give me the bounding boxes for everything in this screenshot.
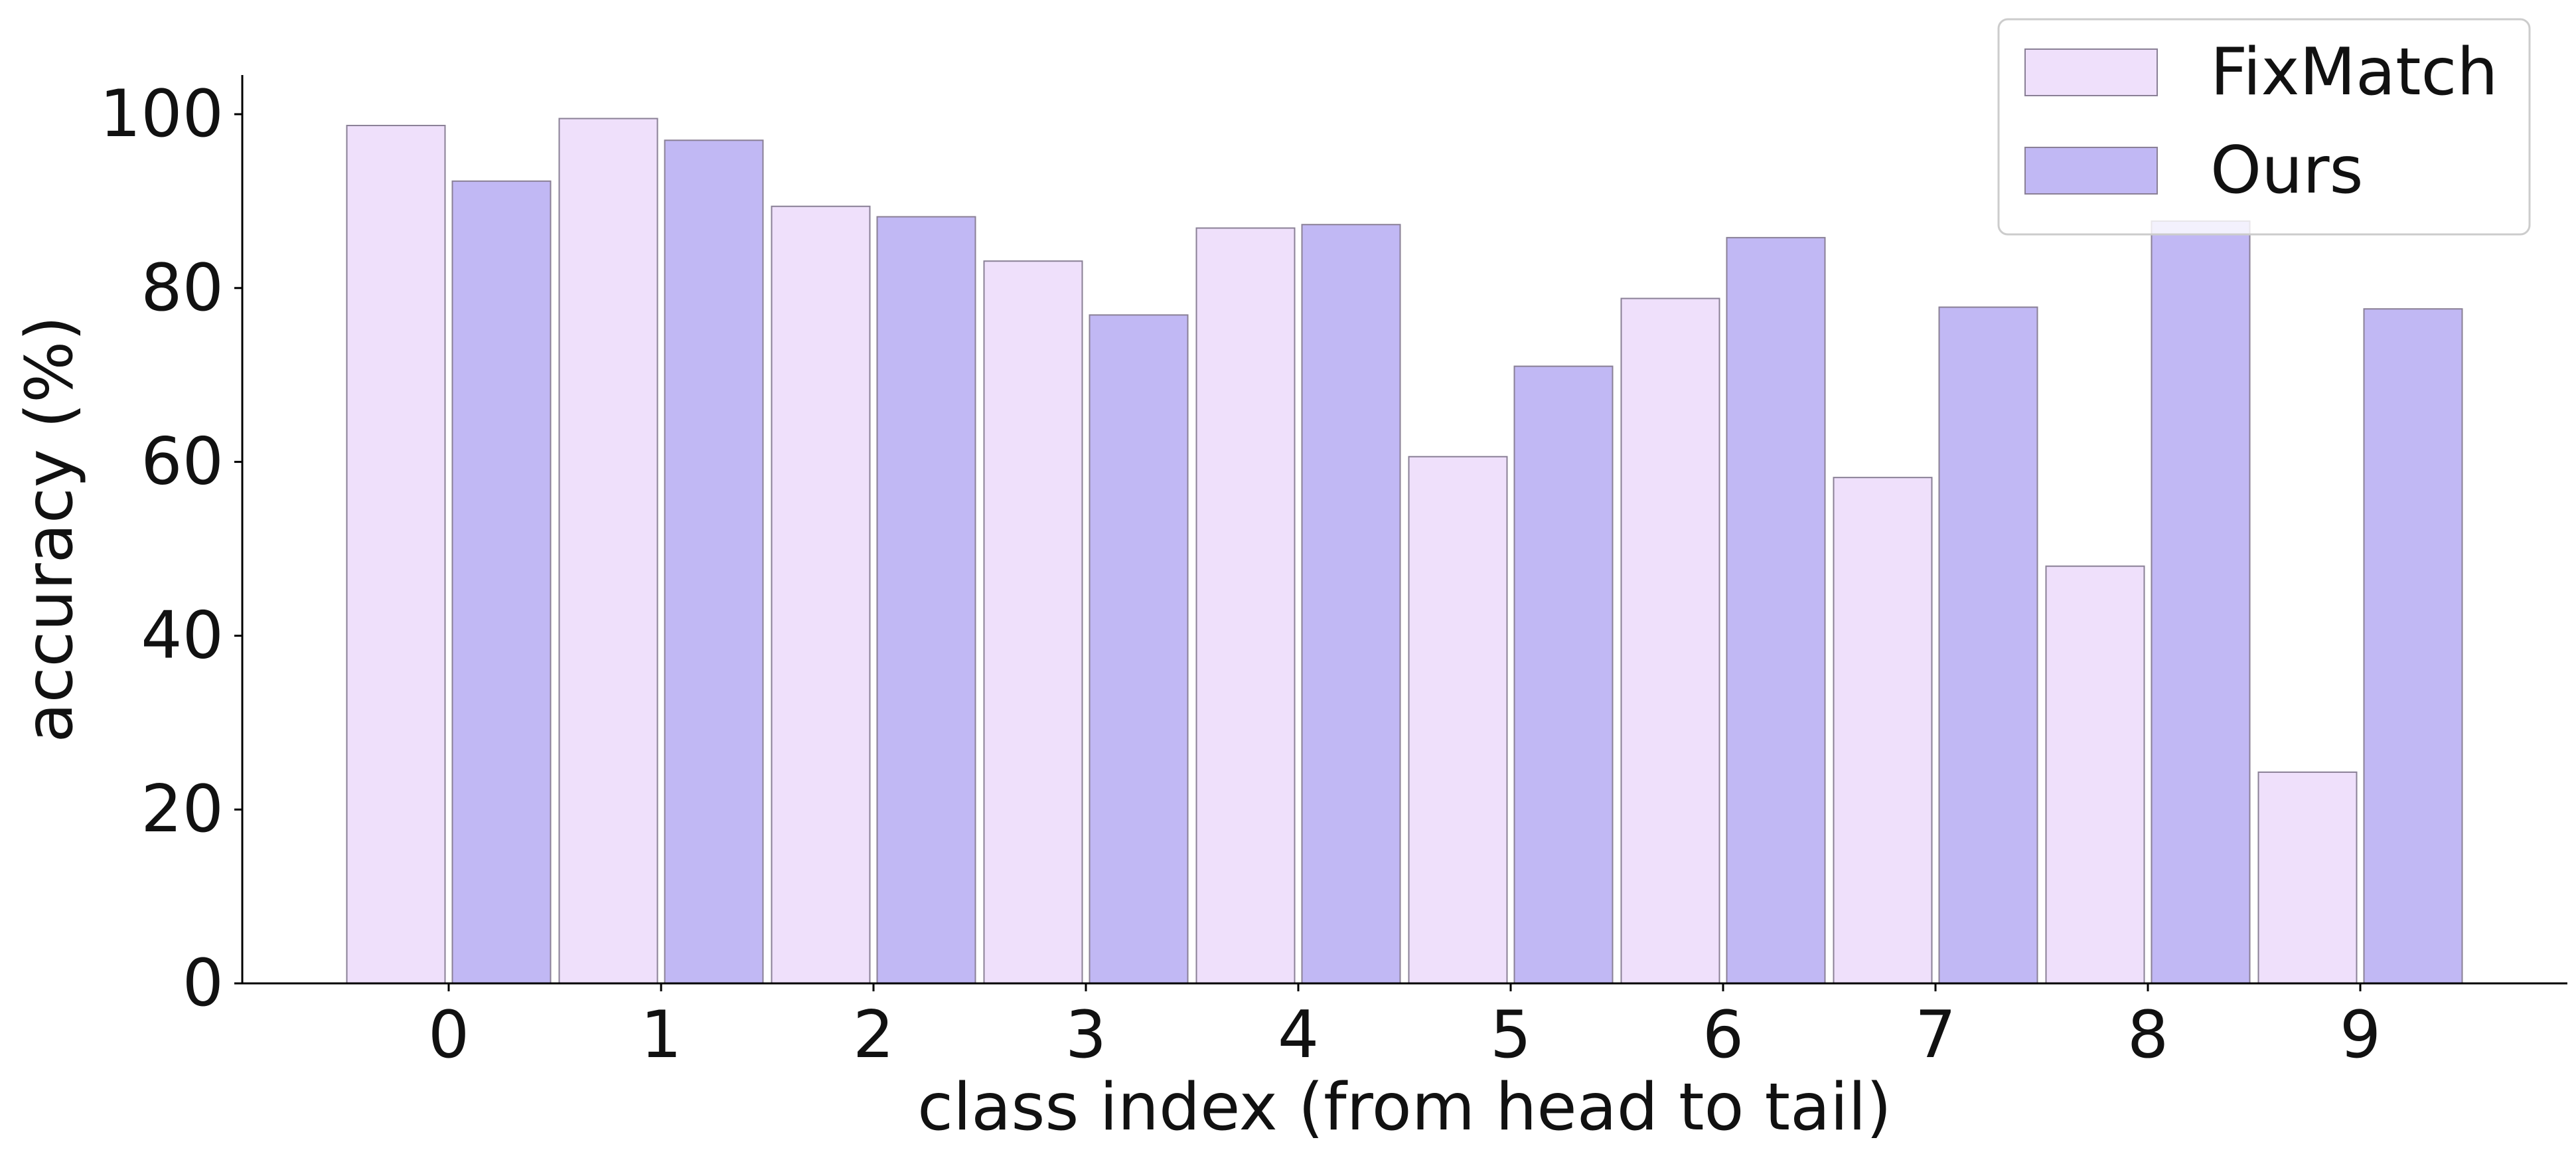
x-tick-label-2: 2 <box>853 997 894 1073</box>
x-tick-label-6: 6 <box>1703 997 1744 1073</box>
bar-fixmatch-class-3 <box>983 260 1083 985</box>
y-tick-label-40: 40 <box>141 598 224 673</box>
legend-swatch-fixmatch <box>2024 48 2158 96</box>
bar-fixmatch-class-2 <box>771 205 871 984</box>
bar-ours-class-5 <box>1513 365 1614 984</box>
bar-ours-class-6 <box>1726 236 1826 984</box>
bar-fixmatch-class-1 <box>558 118 658 984</box>
bars-group <box>346 118 2463 985</box>
y-tick-label-20: 20 <box>141 772 224 847</box>
legend-label-fixmatch: FixMatch <box>2210 35 2498 110</box>
legend-label-ours: Ours <box>2210 133 2364 208</box>
bar-fixmatch-class-4 <box>1195 227 1296 984</box>
bar-fixmatch-class-9 <box>2257 771 2358 984</box>
bar-fixmatch-class-8 <box>2045 565 2145 984</box>
bar-fixmatch-class-7 <box>1833 477 1933 984</box>
y-tick-label-100: 100 <box>100 76 224 152</box>
y-ticks-group: 0 20 40 60 80 100 <box>100 76 242 1021</box>
bar-ours-class-1 <box>664 139 764 984</box>
x-axis-label: class index (from head to tail) <box>917 1070 1892 1145</box>
bar-ours-class-4 <box>1301 224 1401 984</box>
bar-ours-class-8 <box>2151 220 2251 985</box>
x-tick-label-7: 7 <box>1915 997 1956 1073</box>
bar-fixmatch-class-6 <box>1620 297 1720 984</box>
bar-ours-class-0 <box>451 180 552 985</box>
y-tick-label-0: 0 <box>183 946 224 1021</box>
x-tick-label-9: 9 <box>2340 997 2381 1073</box>
bar-fixmatch-class-0 <box>346 125 446 985</box>
y-axis-label: accuracy (%) <box>12 316 88 743</box>
bar-ours-class-2 <box>876 216 976 984</box>
x-tick-label-0: 0 <box>428 997 469 1073</box>
x-tick-label-5: 5 <box>1490 997 1531 1073</box>
x-tick-label-3: 3 <box>1065 997 1106 1073</box>
x-tick-label-8: 8 <box>2127 997 2168 1073</box>
y-tick-label-80: 80 <box>141 250 224 326</box>
legend: FixMatch Ours <box>1997 18 2531 236</box>
y-tick-label-60: 60 <box>141 424 224 500</box>
x-tick-label-1: 1 <box>641 997 682 1073</box>
legend-swatch-ours <box>2024 147 2158 195</box>
bar-fixmatch-class-5 <box>1408 455 1508 984</box>
x-ticks-group: 0 1 2 3 4 5 6 7 8 9 <box>428 983 2381 1073</box>
bar-ours-class-3 <box>1089 314 1189 984</box>
bar-ours-class-9 <box>2363 308 2463 984</box>
x-tick-label-4: 4 <box>1278 997 1319 1073</box>
bar-ours-class-7 <box>1938 306 2038 984</box>
